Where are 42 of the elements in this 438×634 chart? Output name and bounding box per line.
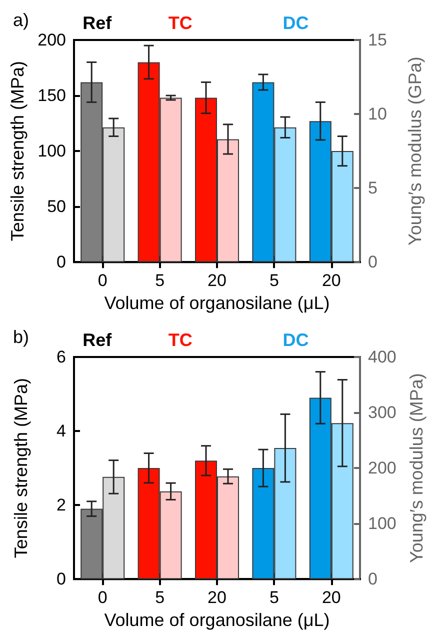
- y2-tick-label: 100: [368, 514, 396, 534]
- y-tick-label: 2: [56, 496, 66, 515]
- y2-tick-label: 0: [368, 252, 378, 272]
- x-axis-title: Volume of organosilane (μL): [104, 293, 330, 313]
- x-tick-label: 20: [322, 588, 341, 608]
- y-tick-label: 0: [56, 570, 66, 589]
- y-tick-label: 6: [56, 348, 66, 366]
- y-tick-label: 100: [38, 142, 66, 161]
- y2-tick-label: 0: [368, 570, 378, 589]
- x-tick-label: 0: [98, 588, 108, 608]
- text: DC: [282, 330, 309, 350]
- y2-tick-label: 5: [368, 178, 378, 198]
- y-tick-label: 150: [38, 86, 66, 106]
- text: TC: [168, 330, 192, 350]
- text: Ref: [82, 13, 113, 33]
- x-tick-label: 0: [98, 271, 108, 290]
- y-tick-label: 0: [56, 252, 66, 272]
- y-tick-label: 4: [56, 422, 66, 441]
- y2-axis-title: Young′s modulus (MPa): [406, 373, 426, 563]
- y-axis-title: Tensile strength (MPa): [8, 61, 28, 242]
- chart-title: b): [13, 327, 30, 347]
- y-tick-label: 50: [47, 197, 66, 216]
- y2-axis-title: Young′s modulus (GPa): [405, 56, 425, 246]
- x-tick-label: 20: [322, 271, 341, 290]
- y2-tick-label: 200: [368, 458, 396, 478]
- y2-tick-label: 10: [368, 104, 387, 124]
- text: DC: [282, 13, 309, 33]
- text: Ref: [82, 330, 113, 350]
- y-tick-label: 200: [38, 30, 66, 50]
- x-tick-label: 20: [208, 271, 226, 290]
- x-axis-title: Volume of organosilane (μL): [104, 610, 330, 630]
- y2-tick-label: 400: [368, 348, 396, 366]
- y-axis-title: Tensile strength (MPa): [11, 378, 31, 558]
- x-tick-label: 5: [155, 588, 165, 608]
- y2-tick-label: 15: [368, 30, 387, 50]
- text: TC: [168, 13, 192, 33]
- x-tick-label: 5: [269, 271, 279, 290]
- y2-tick-label: 300: [368, 403, 396, 422]
- x-tick-label: 5: [155, 271, 165, 290]
- chart-title: a): [13, 10, 30, 30]
- x-tick-label: 20: [208, 588, 226, 608]
- x-tick-label: 5: [269, 588, 279, 608]
